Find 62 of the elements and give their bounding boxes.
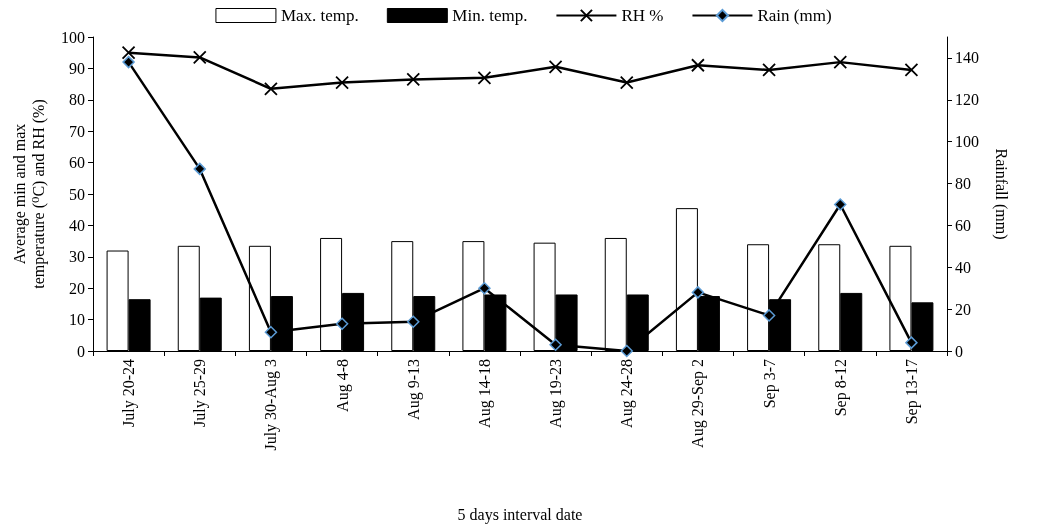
point [193,162,206,176]
x-tick-label: Sep 8-12 [831,359,850,417]
y-axis-title: Average min and max temperature (⁰C) and RH (%) [11,99,48,289]
point [549,338,562,351]
point [762,309,776,322]
y2-tick-label: 120 [955,91,979,109]
y-tick-label: 30 [69,248,85,266]
y-tick-label: 10 [69,311,85,329]
y-tick-label: 50 [69,185,85,203]
y2-tick-label: 140 [955,49,979,67]
point [762,63,776,77]
point [406,72,421,87]
point [121,45,136,60]
legend-label: Rain (mm) [757,6,832,25]
x-tick-label: Sep 3-7 [760,359,779,409]
y-tick-label: 100 [61,28,85,46]
x-tick-label: Aug 4-8 [333,359,352,412]
point [335,317,349,331]
legend-label: Max. temp. [280,6,359,25]
y-tick-label: 90 [69,59,85,77]
point [691,286,705,299]
x-tick-label: Aug 24-28 [618,359,637,428]
x-tick-label: Aug 14-18 [475,359,494,428]
legend-label: Min. temp. [452,6,528,25]
y2-tick-label: 0 [955,342,963,360]
point [620,344,633,358]
y-tick-label: 0 [77,342,85,360]
point [834,198,847,211]
x-tick-label: July 25-29 [191,359,210,427]
point [478,281,491,295]
x-tick-label: July 30-Aug 3 [262,359,281,451]
point [691,58,705,73]
y-tick-label: 80 [69,91,85,109]
point [905,336,918,349]
y2-tick-label: 80 [955,175,971,193]
y-tick-label: 70 [69,122,85,140]
x-tick-label: July 20-24 [120,359,139,427]
legend-label: RH % [621,6,664,25]
y-tick-label: 20 [69,279,85,297]
x-tick-label: Aug 29-Sep 2 [689,359,708,448]
point [264,325,278,339]
y2-tick-label: 40 [955,258,971,276]
x-tick-label: Aug 19-23 [547,359,566,428]
y2-axis-title: Rainfall (mm) [992,148,1010,240]
y2-tick-label: 100 [955,133,979,151]
x-tick-label: Sep 13-17 [902,359,921,425]
point [407,315,420,328]
point [477,70,492,85]
y-tick-label: 60 [69,154,85,172]
point [192,50,207,65]
point [548,59,563,74]
point [264,81,278,96]
y-tick-label: 40 [69,216,85,234]
x-axis-title: 5 days interval date [457,505,583,524]
point [619,75,634,90]
x-tick-label: Aug 9-13 [404,359,423,420]
y2-tick-label: 60 [955,216,971,234]
point [833,55,848,70]
point [904,63,919,77]
point [122,55,135,69]
point [335,75,349,90]
y2-tick-label: 20 [955,300,971,318]
